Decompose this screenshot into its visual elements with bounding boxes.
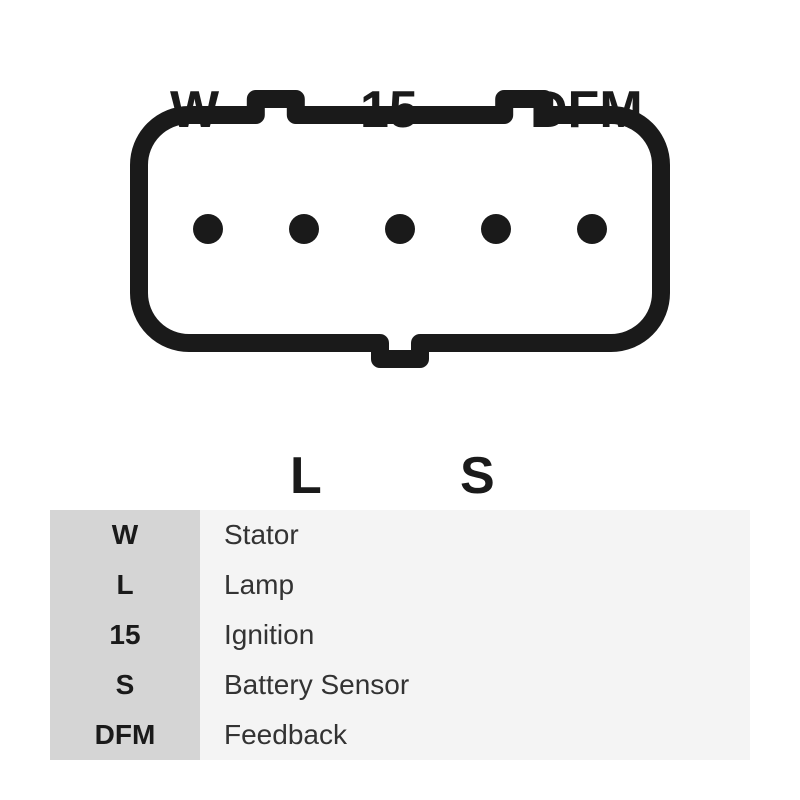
pin-label-S: S: [460, 446, 495, 506]
legend-desc: Feedback: [200, 710, 750, 760]
pin-label-L: L: [290, 446, 322, 506]
legend-row: W Stator: [50, 510, 750, 560]
legend-row: L Lamp: [50, 560, 750, 610]
legend-row: 15 Ignition: [50, 610, 750, 660]
connector-icon: [130, 90, 670, 380]
legend-table: W Stator L Lamp 15 Ignition S Battery Se…: [50, 510, 750, 760]
legend-desc: Ignition: [200, 610, 750, 660]
legend-code: 15: [50, 610, 200, 660]
legend-row: S Battery Sensor: [50, 660, 750, 710]
legend-desc: Lamp: [200, 560, 750, 610]
legend-row: DFM Feedback: [50, 710, 750, 760]
legend-desc: Stator: [200, 510, 750, 560]
legend-code: L: [50, 560, 200, 610]
legend-code: W: [50, 510, 200, 560]
legend-desc: Battery Sensor: [200, 660, 750, 710]
legend-code: DFM: [50, 710, 200, 760]
legend-code: S: [50, 660, 200, 710]
diagram-canvas: W 15 DFM L S W Stator L Lamp 15 Ignition…: [0, 0, 800, 800]
